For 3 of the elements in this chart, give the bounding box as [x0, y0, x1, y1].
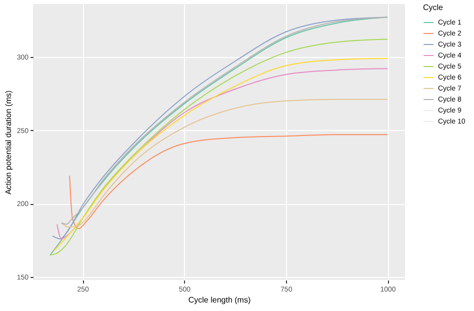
legend-title: Cycle — [423, 3, 444, 12]
x-axis-title: Cycle length (ms) — [188, 296, 251, 304]
y-axis-title: Action potential duration (ms) — [4, 90, 13, 195]
